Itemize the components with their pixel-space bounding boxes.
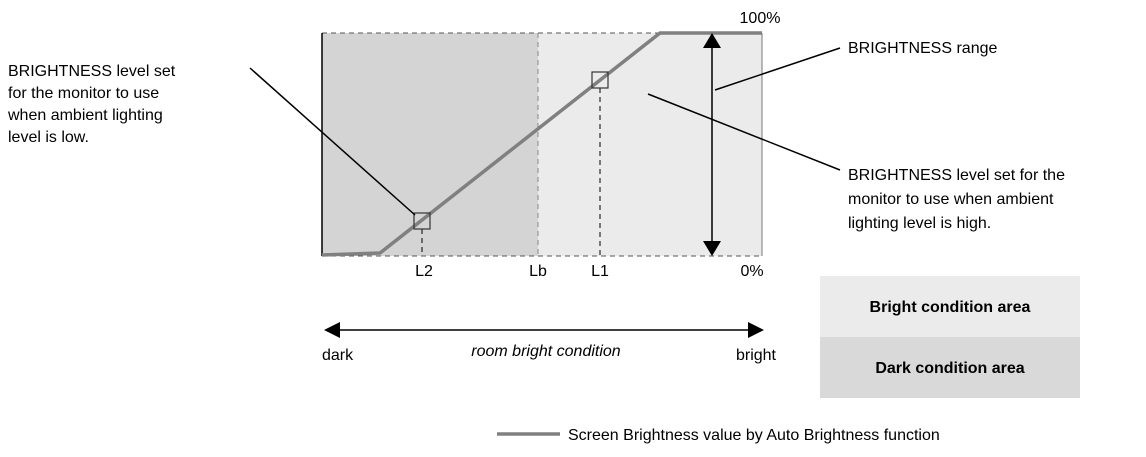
axis-label: 0% — [740, 263, 763, 280]
callout-text: BRIGHTNESS range — [848, 40, 997, 57]
callout-line — [714, 47, 841, 91]
callout-line — [249, 67, 416, 216]
area-label: Bright condition area — [870, 299, 1031, 316]
callout-text: BRIGHTNESS level set for the — [848, 167, 1065, 184]
arrow-head — [748, 322, 764, 338]
brightness-curve — [321, 31, 762, 257]
axis-label: 100% — [740, 10, 781, 27]
axis-label: L2 — [415, 263, 433, 280]
axis-label: L1 — [591, 263, 609, 280]
condition-label: bright — [736, 347, 777, 364]
callout-text: when ambient lighting — [7, 107, 163, 124]
callout-line — [647, 93, 841, 171]
dark-area-key — [820, 337, 1080, 398]
l1-marker — [591, 71, 609, 89]
callout-text: BRIGHTNESS level set — [8, 63, 176, 80]
legend-text: Screen Brightness value by Auto Brightne… — [568, 427, 940, 444]
l2-marker — [413, 212, 431, 230]
callout-text: monitor to use when ambient — [848, 191, 1054, 208]
callout-text: lighting level is high. — [848, 215, 991, 232]
condition-label: room bright condition — [471, 343, 621, 360]
axis-label: Lb — [529, 263, 547, 280]
area-label: Dark condition area — [875, 360, 1024, 377]
callout-text: for the monitor to use — [8, 85, 159, 102]
condition-label: dark — [322, 347, 354, 364]
arrow-head — [703, 241, 721, 256]
callout-text: level is low. — [8, 129, 89, 146]
bright-region — [538, 33, 762, 256]
bright-area-key — [820, 276, 1080, 337]
arrow-head — [703, 33, 721, 48]
arrow-head — [324, 322, 340, 338]
